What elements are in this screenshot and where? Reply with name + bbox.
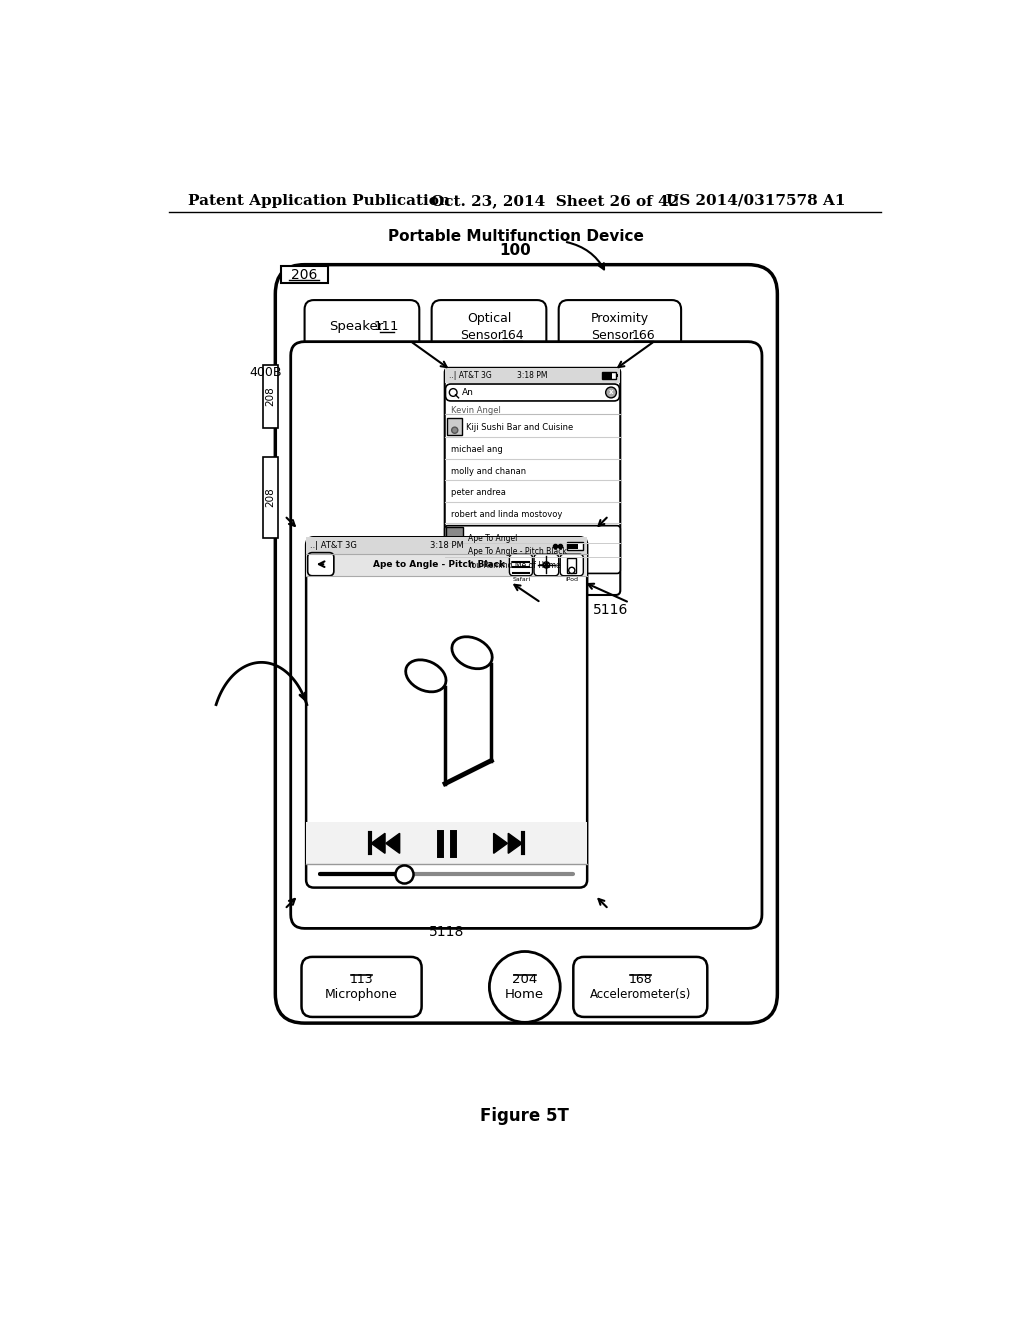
- Text: US 2014/0317578 A1: US 2014/0317578 A1: [666, 194, 845, 207]
- Bar: [444, 368, 621, 383]
- FancyBboxPatch shape: [573, 957, 708, 1016]
- Circle shape: [452, 428, 458, 433]
- Polygon shape: [494, 833, 508, 853]
- Text: 164: 164: [501, 330, 524, 342]
- Polygon shape: [371, 833, 385, 853]
- Circle shape: [450, 388, 457, 396]
- FancyBboxPatch shape: [559, 300, 681, 354]
- Text: You Remind Me of Home: You Remind Me of Home: [468, 561, 560, 570]
- FancyBboxPatch shape: [445, 384, 620, 401]
- Text: 100: 100: [500, 243, 531, 259]
- Bar: [447, 418, 463, 434]
- Text: peter andrea: peter andrea: [451, 488, 506, 498]
- Polygon shape: [508, 833, 522, 853]
- Text: Ape To Angel: Ape To Angel: [468, 533, 517, 543]
- Text: Oct. 23, 2014  Sheet 26 of 42: Oct. 23, 2014 Sheet 26 of 42: [431, 194, 679, 207]
- Text: x: x: [609, 389, 613, 396]
- Text: Patent Application Publication: Patent Application Publication: [188, 194, 451, 207]
- Text: 111: 111: [374, 321, 399, 333]
- Bar: [568, 543, 578, 549]
- Text: Ape to Angle - Pitch Black: Ape to Angle - Pitch Black: [373, 561, 505, 569]
- Text: 400B: 400B: [249, 366, 282, 379]
- Text: ..| AT&T 3G: ..| AT&T 3G: [310, 541, 356, 550]
- Text: 208: 208: [265, 387, 275, 407]
- FancyBboxPatch shape: [560, 554, 584, 576]
- FancyBboxPatch shape: [301, 957, 422, 1016]
- Text: 5118: 5118: [429, 925, 464, 940]
- Text: michael ang: michael ang: [451, 445, 503, 454]
- Text: 206: 206: [292, 268, 317, 281]
- Text: Proximity: Proximity: [591, 313, 649, 326]
- Bar: [263, 364, 279, 428]
- Text: Accelerometer(s): Accelerometer(s): [590, 989, 691, 1001]
- Text: ..| AT&T 3G: ..| AT&T 3G: [449, 371, 492, 380]
- Circle shape: [544, 562, 550, 568]
- Text: Kiji Sushi Bar and Cuisine: Kiji Sushi Bar and Cuisine: [466, 424, 573, 433]
- Text: Safari: Safari: [513, 577, 530, 582]
- Bar: [567, 558, 577, 573]
- Text: robert and linda mostovoy: robert and linda mostovoy: [451, 510, 562, 519]
- Bar: [282, 267, 328, 284]
- Text: 168: 168: [629, 973, 652, 986]
- Text: Sensor: Sensor: [460, 330, 503, 342]
- Text: Portable Multifunction Device: Portable Multifunction Device: [388, 230, 643, 244]
- FancyBboxPatch shape: [307, 553, 334, 576]
- Polygon shape: [386, 833, 399, 853]
- Text: 3:18 PM: 3:18 PM: [517, 371, 548, 380]
- Text: Speaker: Speaker: [329, 321, 383, 333]
- Text: Figure 5T: Figure 5T: [480, 1106, 569, 1125]
- FancyBboxPatch shape: [304, 300, 419, 354]
- Bar: [306, 822, 587, 865]
- FancyBboxPatch shape: [535, 554, 559, 576]
- Text: Ape To Angle - Pitch Black: Ape To Angle - Pitch Black: [468, 548, 566, 556]
- Text: Kevin Angel: Kevin Angel: [451, 405, 501, 414]
- Circle shape: [568, 568, 574, 573]
- Bar: [602, 372, 611, 379]
- FancyBboxPatch shape: [444, 368, 621, 595]
- Bar: [446, 527, 463, 544]
- Text: molly and chanan: molly and chanan: [451, 466, 526, 475]
- Text: Optical: Optical: [467, 313, 511, 326]
- Text: 3:18 PM: 3:18 PM: [430, 541, 464, 550]
- Circle shape: [605, 387, 616, 397]
- Bar: [567, 543, 583, 549]
- Text: 208: 208: [265, 487, 275, 507]
- Text: 204: 204: [512, 973, 538, 986]
- FancyBboxPatch shape: [432, 300, 547, 354]
- Text: Sensor: Sensor: [591, 330, 634, 342]
- FancyBboxPatch shape: [306, 537, 587, 887]
- Text: 5116: 5116: [593, 603, 628, 618]
- Bar: [306, 537, 587, 554]
- FancyBboxPatch shape: [291, 342, 762, 928]
- Circle shape: [489, 952, 560, 1023]
- Text: An: An: [462, 388, 473, 397]
- FancyBboxPatch shape: [509, 554, 532, 576]
- Bar: [602, 372, 616, 379]
- Bar: [616, 374, 617, 378]
- Text: iPod: iPod: [565, 577, 579, 582]
- Text: Microphone: Microphone: [326, 989, 398, 1001]
- FancyBboxPatch shape: [275, 264, 777, 1023]
- Text: Home: Home: [505, 989, 545, 1001]
- Text: 113: 113: [350, 973, 374, 986]
- Bar: [263, 457, 279, 539]
- Text: 166: 166: [631, 330, 654, 342]
- Bar: [583, 544, 584, 548]
- Bar: [306, 554, 587, 576]
- FancyBboxPatch shape: [444, 525, 621, 573]
